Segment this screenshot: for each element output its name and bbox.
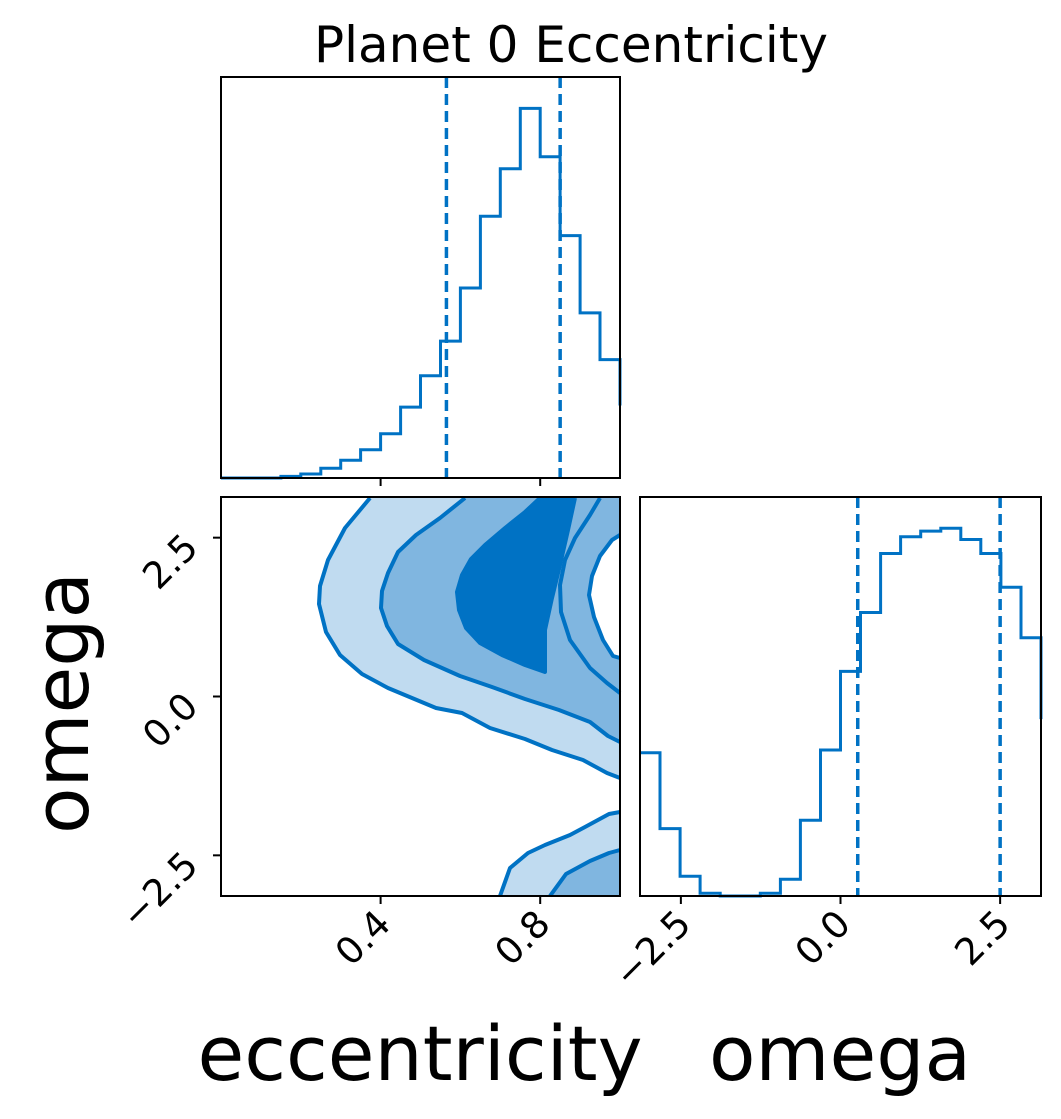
panel-omega-hist: −2.5 0.0 2.5 bbox=[605, 496, 1043, 996]
panel-joint-contour: 0.4 0.8 −2.5 0.0 2.5 bbox=[112, 496, 622, 974]
contour-line-right-edge-2 bbox=[587, 533, 622, 660]
contour-fill-middle-bottom bbox=[550, 850, 620, 896]
y-axis-label-omega: omega bbox=[17, 572, 106, 834]
eccentricity-histogram-marks bbox=[221, 77, 622, 480]
histogram-step-line bbox=[221, 106, 622, 480]
x-tick-label: −2.5 bbox=[605, 902, 699, 996]
x-tick-label: 0.0 bbox=[787, 902, 859, 974]
x-axis-label-omega: omega bbox=[709, 1009, 971, 1098]
contour-line-outer bbox=[317, 496, 621, 780]
contour-line-outer-bottom bbox=[498, 810, 621, 897]
omega-histogram-marks bbox=[640, 497, 1043, 898]
x-axis-label-eccentricity: eccentricity bbox=[197, 1009, 642, 1098]
contour-lines bbox=[317, 496, 622, 898]
panel-eccentricity-hist bbox=[220, 76, 622, 486]
x-tick-label: 2.5 bbox=[946, 902, 1018, 974]
eccentricity-hist-x-ticks bbox=[379, 478, 542, 486]
contour-line-middle bbox=[379, 496, 621, 744]
contour-line-right-edge-1 bbox=[558, 496, 622, 695]
contour-fill-inner bbox=[457, 498, 575, 672]
x-tick-label: 0.8 bbox=[487, 902, 559, 974]
figure-title: Planet 0 Eccentricity bbox=[314, 16, 828, 74]
contour-line-middle-bottom bbox=[548, 848, 621, 898]
x-tick-label: 0.4 bbox=[327, 902, 399, 974]
y-tick-label: 2.5 bbox=[134, 526, 206, 598]
panel-frame bbox=[220, 76, 621, 479]
histogram-step-line bbox=[640, 526, 1043, 898]
y-tick-label: −2.5 bbox=[112, 843, 206, 937]
y-tick-label: 0.0 bbox=[134, 684, 206, 756]
contour-line-inner bbox=[455, 496, 577, 674]
omega-hist-x-ticks: −2.5 0.0 2.5 bbox=[605, 896, 1018, 996]
